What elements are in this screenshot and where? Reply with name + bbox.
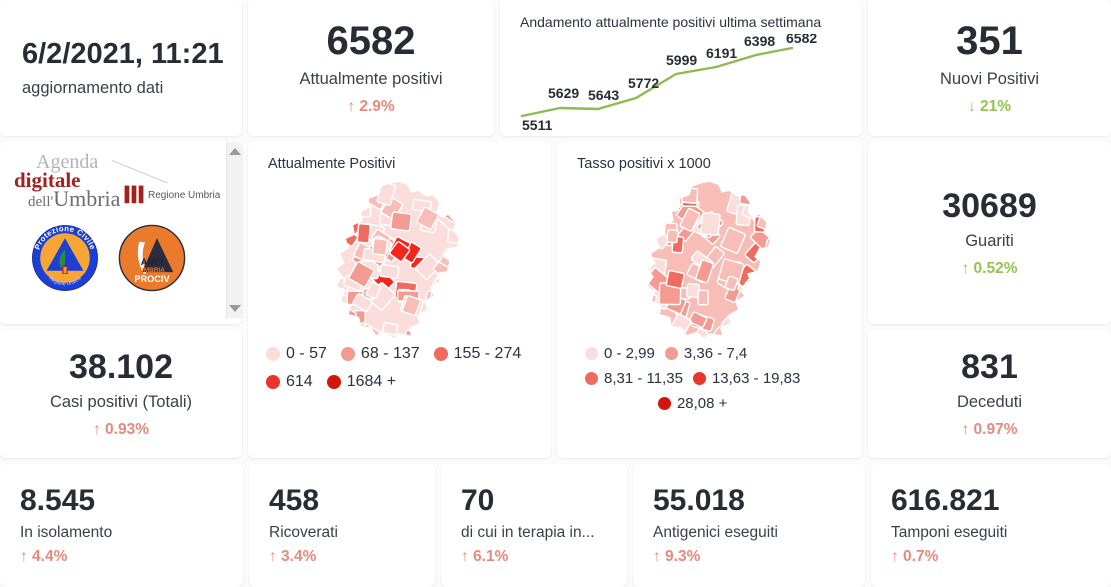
svg-text:UMBRIA: UMBRIA <box>139 267 165 274</box>
svg-text:ANCI: ANCI <box>141 257 163 267</box>
svg-text:5999: 5999 <box>666 52 697 68</box>
svg-text:6398: 6398 <box>744 34 775 49</box>
svg-text:6191: 6191 <box>706 45 737 61</box>
svg-text:5643: 5643 <box>588 87 619 103</box>
svg-text:5772: 5772 <box>628 75 659 91</box>
svg-text:6582: 6582 <box>786 34 817 46</box>
svg-text:5629: 5629 <box>548 85 579 101</box>
svg-text:5511: 5511 <box>522 117 553 130</box>
svg-text:PROCIV: PROCIV <box>134 274 170 284</box>
